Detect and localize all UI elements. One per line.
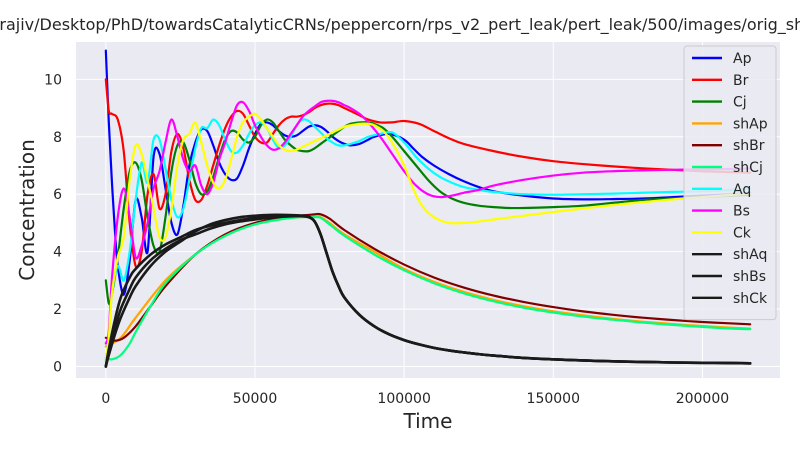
legend-label-shcj: shCj — [733, 160, 763, 176]
series-line-ck — [104, 112, 752, 362]
x-tick-label: 50000 — [233, 391, 278, 407]
legend-label-shbr: shBr — [733, 138, 765, 154]
legend-label-aq: Aq — [733, 182, 751, 198]
series-line-ap — [104, 49, 752, 296]
series-lines — [104, 49, 752, 368]
x-axis-label: Time — [403, 409, 453, 433]
legend-label-bs: Bs — [733, 204, 750, 220]
chart-title: /rajiv/Desktop/PhD/towardsCatalyticCRNs/… — [0, 15, 800, 35]
y-tick-label: 0 — [53, 360, 62, 376]
x-tick-label: 0 — [101, 391, 110, 407]
x-tick-label: 150000 — [527, 391, 580, 407]
series-line-shcj — [104, 215, 752, 361]
legend-label-br: Br — [733, 73, 749, 89]
y-axis-label: Concentration — [15, 139, 39, 280]
series-line-br — [104, 78, 752, 269]
series-line-shbr — [104, 212, 752, 342]
series-line-shck — [104, 213, 752, 368]
plot-area — [76, 42, 780, 378]
legend-label-shaq: shAq — [733, 247, 767, 263]
y-tick-label: 4 — [53, 245, 62, 261]
y-tick-label: 2 — [53, 302, 62, 318]
legend: Ap Br Cj shAp shBr shCj Aq Bs Ck shAq shBs shCk — [683, 45, 777, 321]
legend-label-cj: Cj — [733, 95, 747, 111]
x-tick-label: 100000 — [377, 391, 430, 407]
x-tick-label: 200000 — [676, 391, 729, 407]
y-tick-label: 6 — [53, 187, 62, 203]
legend-label-shap: shAp — [733, 116, 768, 132]
legend-label-shck: shCk — [733, 291, 768, 307]
legend-box — [683, 45, 777, 321]
legend-label-ck: Ck — [733, 225, 752, 241]
legend-label-ap: Ap — [733, 51, 752, 67]
series-line-bs — [104, 99, 752, 345]
x-tick-labels: 0 50000 100000 150000 200000 — [101, 391, 729, 407]
y-tick-label: 10 — [44, 72, 62, 88]
y-tick-labels: 0 2 4 6 8 10 — [44, 72, 62, 375]
legend-label-shbs: shBs — [733, 269, 766, 285]
y-tick-label: 8 — [53, 130, 62, 146]
series-line-cj — [104, 118, 752, 306]
